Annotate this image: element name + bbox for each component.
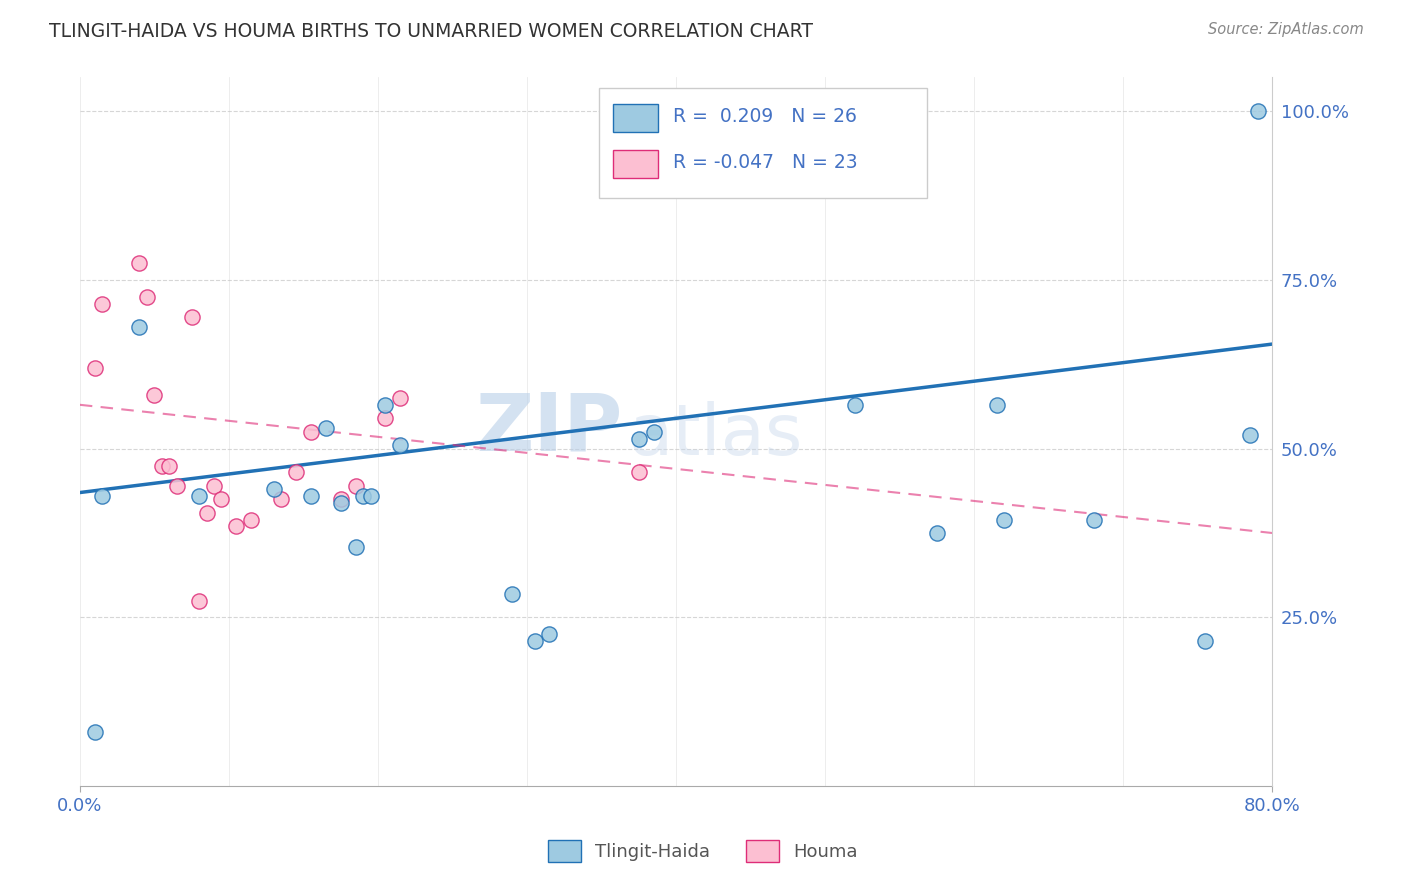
Point bbox=[986, 398, 1008, 412]
Point bbox=[389, 391, 412, 405]
Text: TLINGIT-HAIDA VS HOUMA BIRTHS TO UNMARRIED WOMEN CORRELATION CHART: TLINGIT-HAIDA VS HOUMA BIRTHS TO UNMARRI… bbox=[49, 22, 813, 41]
Point bbox=[374, 398, 396, 412]
Point bbox=[157, 458, 180, 473]
Point bbox=[315, 421, 337, 435]
FancyBboxPatch shape bbox=[613, 150, 658, 178]
Point bbox=[270, 492, 292, 507]
Point bbox=[83, 360, 105, 375]
Point bbox=[344, 479, 367, 493]
Point bbox=[136, 290, 159, 304]
Point bbox=[360, 489, 382, 503]
Point bbox=[1083, 512, 1105, 526]
Point bbox=[389, 438, 412, 452]
Point bbox=[1239, 428, 1261, 442]
Point bbox=[1246, 104, 1268, 119]
Point bbox=[188, 593, 211, 607]
Point bbox=[285, 465, 308, 479]
Point bbox=[211, 492, 233, 507]
Point bbox=[91, 489, 114, 503]
Point bbox=[844, 398, 866, 412]
Text: ZIP: ZIP bbox=[475, 389, 623, 467]
Point bbox=[627, 432, 650, 446]
Point bbox=[83, 725, 105, 739]
Point bbox=[374, 411, 396, 425]
Point bbox=[202, 479, 225, 493]
Point bbox=[538, 627, 561, 641]
Point bbox=[128, 256, 150, 270]
Point bbox=[344, 540, 367, 554]
Point bbox=[263, 482, 285, 496]
Point bbox=[180, 310, 202, 324]
Point bbox=[643, 425, 665, 439]
Point bbox=[166, 479, 188, 493]
FancyBboxPatch shape bbox=[599, 88, 927, 198]
Point bbox=[195, 506, 218, 520]
Text: R = -0.047   N = 23: R = -0.047 N = 23 bbox=[672, 153, 858, 172]
Point bbox=[501, 587, 523, 601]
Point bbox=[627, 465, 650, 479]
Point bbox=[1194, 634, 1216, 648]
Point bbox=[225, 519, 247, 533]
Point bbox=[299, 489, 322, 503]
Point bbox=[329, 496, 352, 510]
Text: R =  0.209   N = 26: R = 0.209 N = 26 bbox=[672, 107, 856, 126]
Point bbox=[329, 492, 352, 507]
FancyBboxPatch shape bbox=[613, 103, 658, 132]
Point bbox=[352, 489, 374, 503]
Point bbox=[128, 320, 150, 334]
Point bbox=[91, 296, 114, 310]
Point bbox=[188, 489, 211, 503]
Point bbox=[240, 512, 263, 526]
Point bbox=[150, 458, 173, 473]
Point bbox=[299, 425, 322, 439]
Point bbox=[993, 512, 1015, 526]
Legend: Tlingit-Haida, Houma: Tlingit-Haida, Houma bbox=[541, 833, 865, 870]
Point bbox=[925, 526, 948, 541]
Point bbox=[523, 634, 546, 648]
Text: atlas: atlas bbox=[628, 401, 803, 470]
Text: Source: ZipAtlas.com: Source: ZipAtlas.com bbox=[1208, 22, 1364, 37]
Point bbox=[143, 387, 166, 401]
